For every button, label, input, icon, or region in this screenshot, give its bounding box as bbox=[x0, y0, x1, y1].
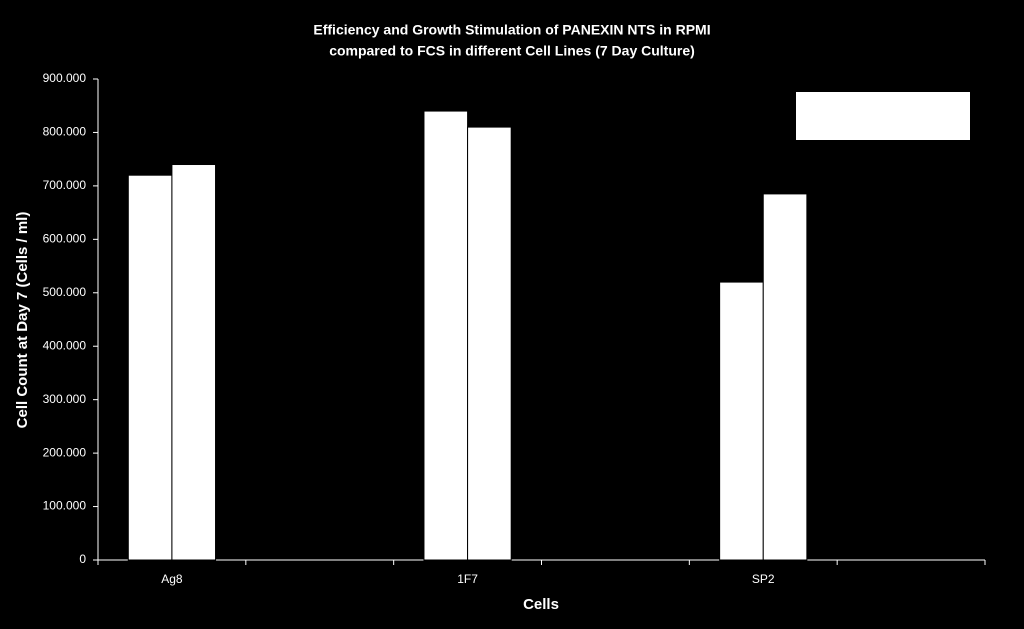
bar bbox=[762, 193, 808, 561]
y-tick-label: 200.000 bbox=[43, 445, 87, 459]
bar bbox=[719, 281, 764, 561]
x-tick-label: 1F7 bbox=[457, 572, 478, 586]
y-tick-label: 700.000 bbox=[43, 178, 87, 192]
chart-title: Efficiency and Growth Stimulation of PAN… bbox=[313, 22, 710, 38]
bar bbox=[171, 164, 217, 561]
bar bbox=[467, 126, 512, 561]
legend-box bbox=[796, 92, 970, 140]
y-tick-label: 0 bbox=[79, 552, 86, 566]
x-tick-label: SP2 bbox=[752, 572, 775, 586]
y-tick-label: 400.000 bbox=[43, 338, 87, 352]
x-tick-label: Ag8 bbox=[161, 572, 183, 586]
y-tick-label: 100.000 bbox=[43, 499, 87, 513]
y-tick-label: 900.000 bbox=[43, 71, 87, 85]
bar bbox=[423, 110, 469, 561]
y-tick-label: 600.000 bbox=[43, 232, 87, 246]
y-axis-label: Cell Count at Day 7 (Cells / ml) bbox=[14, 212, 31, 429]
x-axis-label: Cells bbox=[523, 596, 559, 613]
y-tick-label: 800.000 bbox=[43, 125, 87, 139]
y-tick-label: 500.000 bbox=[43, 285, 87, 299]
y-tick-label: 300.000 bbox=[43, 392, 87, 406]
bar bbox=[127, 174, 173, 561]
chart-title: compared to FCS in different Cell Lines … bbox=[329, 43, 695, 59]
